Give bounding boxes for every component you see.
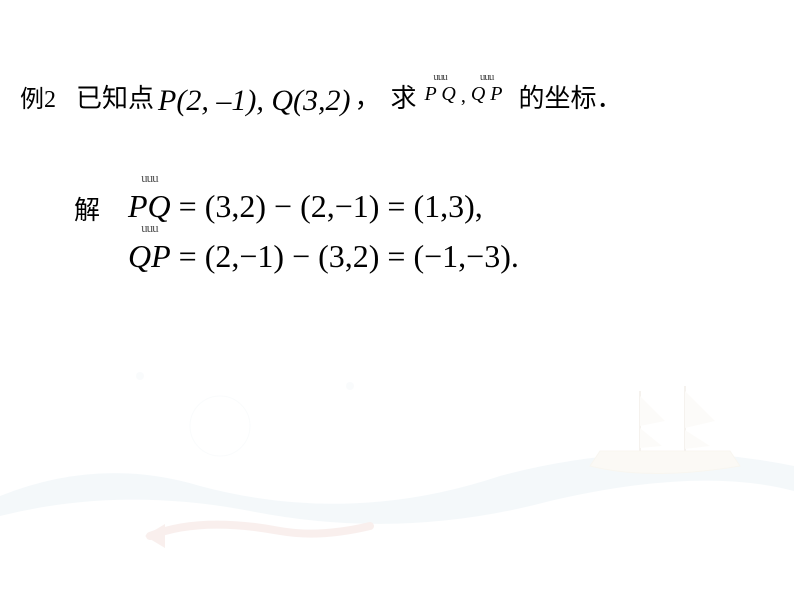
solution-label: 解	[74, 190, 100, 227]
comma: ，	[354, 78, 380, 115]
solution-line-1: uuu PQ = (3,2) − (2,−1) = (1,3),	[128, 182, 519, 232]
seek-text: 求	[390, 78, 416, 115]
vector-qp-small: uuu Q P	[471, 83, 503, 106]
given-text: 已知点	[76, 78, 154, 115]
points-math: P(2, –1), Q(3,2)	[158, 84, 350, 118]
vector-arrow-icon: uuu	[128, 218, 171, 238]
vector-arrow-icon: uuu	[128, 168, 171, 188]
vector-qp-label: Q P	[471, 83, 503, 105]
vector-arrow-icon: uuu	[471, 71, 503, 83]
example-label: 例2	[20, 79, 56, 114]
slide-background-art	[0, 316, 794, 596]
vector-qp-big: uuu QP	[128, 232, 171, 282]
tail-text: 的坐标．	[518, 78, 622, 115]
vector-pq-label: P Q	[425, 83, 456, 105]
problem-statement: 例2 已知点 P(2, –1), Q(3,2) ， 求 uuu P Q , uu…	[20, 78, 774, 115]
eq1-expression: = (3,2) − (2,−1) = (1,3),	[171, 188, 483, 224]
solution-math: uuu PQ = (3,2) − (2,−1) = (1,3), uuu QP …	[128, 182, 519, 281]
vec-separator: ,	[461, 85, 466, 108]
eq2-expression: = (2,−1) − (3,2) = (−1,−3).	[171, 238, 519, 274]
vector-pq-small: uuu P Q	[425, 83, 456, 106]
solution-line-2: uuu QP = (2,−1) − (3,2) = (−1,−3).	[128, 232, 519, 282]
vector-arrow-icon: uuu	[425, 71, 456, 83]
